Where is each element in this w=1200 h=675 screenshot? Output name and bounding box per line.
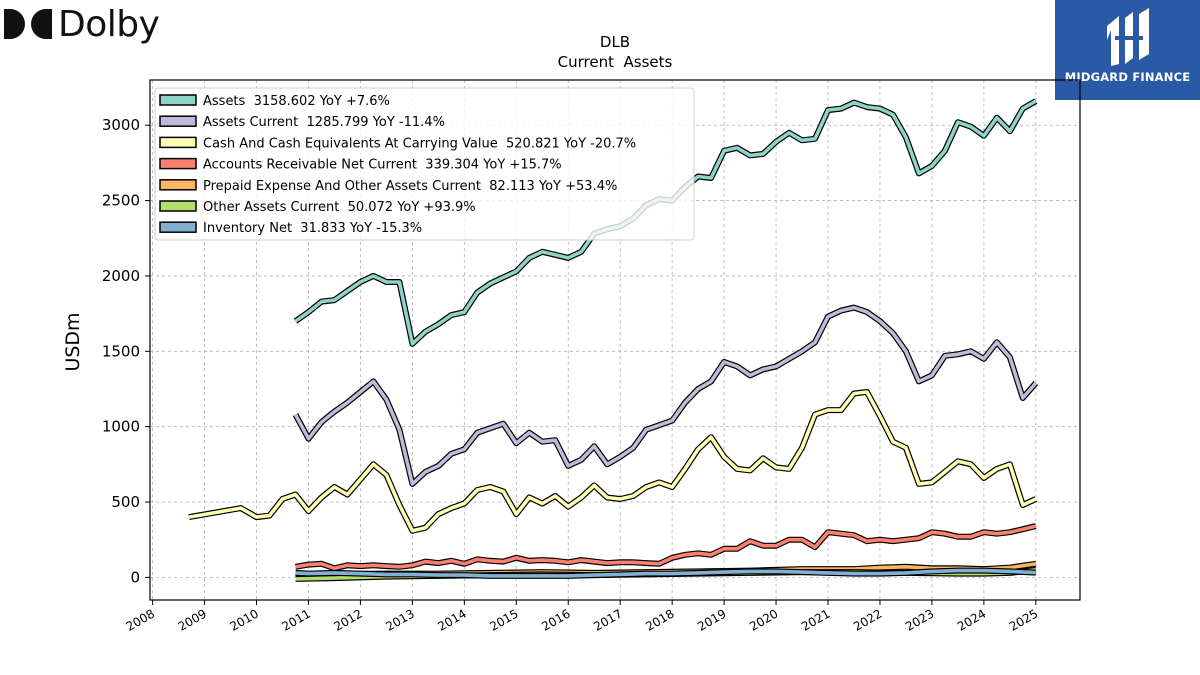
legend-swatch — [159, 221, 197, 233]
legend-item: Accounts Receivable Net Current 339.304 … — [159, 157, 562, 173]
x-tick-label: 2011 — [280, 606, 313, 633]
series-assets-current — [292, 304, 1039, 487]
legend: Assets 3158.602 YoY +7.6% Assets Current … — [154, 87, 695, 241]
brand-logo: Dolby — [4, 2, 160, 46]
legend-swatch — [159, 179, 197, 191]
legend-item: Cash And Cash Equivalents At Carrying Va… — [159, 136, 636, 151]
legend-label: Inventory Net 31.833 YoY -15.3% — [203, 221, 422, 236]
legend-item: Prepaid Expense And Other Assets Current… — [159, 179, 617, 194]
x-tick-label: 2012 — [331, 606, 364, 633]
series-accounts-receivable-net-current — [294, 523, 1037, 572]
legend-label: Assets Current 1285.799 YoY -11.4% — [203, 115, 445, 130]
legend-item: Assets 3158.602 YoY +7.6% — [159, 94, 390, 109]
y-tick-label: 3000 — [102, 116, 140, 134]
series-line — [188, 390, 1037, 533]
watermark-text: MIDGARD FINANCE — [1064, 70, 1191, 84]
y-tick-label: 1500 — [102, 342, 140, 360]
x-tick-label: 2010 — [228, 606, 261, 633]
chart-title: DLB — [600, 33, 630, 51]
x-tick-label: 2013 — [383, 606, 416, 633]
watermark-badge: MIDGARD FINANCE — [1055, 0, 1200, 100]
midgard-logo-icon — [1107, 8, 1149, 66]
x-tick-label: 2019 — [695, 606, 728, 633]
legend-swatch — [159, 136, 197, 149]
x-tick-label: 2024 — [955, 606, 988, 633]
legend-item: Other Assets Current 50.072 YoY +93.9% — [159, 200, 476, 215]
x-tick-label: 2009 — [176, 606, 209, 633]
legend-swatch — [159, 157, 197, 170]
legend-label: Assets 3158.602 YoY +7.6% — [203, 94, 390, 109]
x-tick-label: 2022 — [851, 606, 884, 633]
series-line — [293, 305, 1038, 486]
x-tick-label: 2023 — [903, 606, 936, 633]
plot-frame — [149, 79, 1081, 601]
legend-label: Other Assets Current 50.072 YoY +93.9% — [203, 200, 476, 215]
legend-label: Prepaid Expense And Other Assets Current… — [203, 179, 617, 194]
legend-swatch — [159, 94, 197, 106]
x-tick-label: 2018 — [643, 606, 676, 633]
x-tick-label: 2014 — [435, 606, 468, 633]
legend-label: Accounts Receivable Net Current 339.304 … — [203, 158, 562, 173]
y-tick-label: 1000 — [102, 418, 140, 436]
legend-item: Inventory Net 31.833 YoY -15.3% — [159, 221, 422, 236]
legend-label: Cash And Cash Equivalents At Carrying Va… — [203, 136, 636, 151]
series-line — [295, 524, 1037, 571]
brand-name: Dolby — [58, 3, 160, 45]
x-tick-label: 2025 — [1007, 606, 1040, 633]
y-tick-label: 2500 — [102, 192, 140, 210]
x-tick-label: 2008 — [124, 606, 157, 633]
series-cash-and-cash-equivalents-at-carrying-value — [188, 389, 1038, 534]
series-inventory-net — [295, 567, 1036, 579]
legend-swatch — [159, 200, 197, 212]
x-tick-label: 2020 — [747, 606, 780, 633]
x-tick-label: 2015 — [487, 606, 520, 633]
legend-swatch — [159, 115, 197, 127]
dolby-double-d-icon — [4, 9, 52, 39]
legend-item: Assets Current 1285.799 YoY -11.4% — [159, 115, 445, 130]
legend-box — [154, 87, 695, 241]
y-axis-label: USDm — [62, 312, 84, 371]
x-tick-label: 2021 — [799, 606, 832, 633]
y-tick-label: 500 — [111, 493, 140, 511]
y-tick-label: 2000 — [102, 267, 140, 285]
y-tick-label: 0 — [130, 568, 140, 586]
series-line — [295, 568, 1036, 578]
chart-subtitle: Current Assets — [558, 53, 673, 71]
x-tick-label: 2017 — [591, 606, 624, 633]
x-tick-label: 2016 — [539, 606, 572, 633]
